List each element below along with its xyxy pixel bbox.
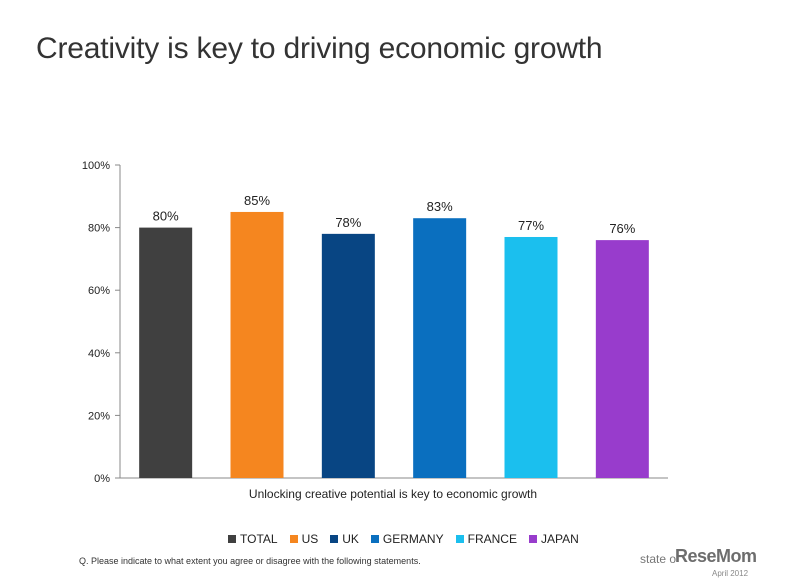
y-axis: 0% 20% 40% 60% 80% 100% — [82, 160, 668, 485]
legend: TOTAL US UK GERMANY FRANCE JAPAN — [228, 532, 579, 546]
bar-total — [139, 227, 193, 478]
legend-item-us: US — [289, 532, 319, 546]
legend-swatch — [228, 535, 236, 543]
legend-label: GERMANY — [382, 532, 444, 546]
legend-swatch — [289, 535, 298, 543]
bars-group — [139, 211, 649, 478]
legend-item-france: FRANCE — [455, 532, 517, 546]
legend-label: UK — [342, 532, 359, 546]
bar-chart: 0% 20% 40% 60% 80% 100% 80% 85% 78% 83% 77% 76% Un… — [82, 160, 668, 501]
data-label-total: 80% — [153, 209, 179, 224]
bar-japan — [595, 240, 649, 478]
y-tick-label: 60% — [88, 285, 110, 297]
legend-swatch — [528, 535, 537, 543]
legend-item-total: TOTAL — [228, 532, 278, 546]
legend-item-germany: GERMANY — [370, 532, 444, 546]
date-text: April 2012 — [712, 569, 749, 578]
legend-swatch — [370, 535, 379, 543]
watermark-logo: ReseMom — [675, 546, 757, 566]
y-tick-label: 80% — [88, 223, 110, 235]
legend-swatch — [330, 535, 339, 543]
chart-title: Creativity is key to driving economic gr… — [36, 32, 603, 65]
source-text: state o — [640, 552, 677, 566]
data-labels-group: 80% 85% 78% 83% 77% 76% — [153, 193, 636, 236]
data-label-uk: 78% — [335, 215, 361, 230]
legend-label: JAPAN — [540, 532, 579, 546]
footnote: Q. Please indicate to what extent you ag… — [79, 556, 421, 566]
data-label-japan: 76% — [609, 221, 635, 236]
y-tick-label: 20% — [88, 410, 110, 422]
legend-label: FRANCE — [467, 532, 517, 546]
data-label-germany: 83% — [427, 199, 453, 214]
legend-label: TOTAL — [240, 532, 278, 546]
legend-swatch — [455, 535, 464, 543]
legend-item-uk: UK — [330, 532, 359, 546]
legend-item-japan: JAPAN — [528, 532, 579, 546]
y-tick-label: 0% — [94, 473, 110, 485]
bar-us — [230, 211, 284, 478]
bar-uk — [321, 233, 375, 478]
x-axis-category-label: Unlocking creative potential is key to e… — [249, 487, 537, 501]
bar-france — [504, 236, 558, 478]
data-label-us: 85% — [244, 193, 270, 208]
bar-germany — [413, 218, 467, 478]
data-label-france: 77% — [518, 218, 544, 233]
legend-label: US — [301, 532, 319, 546]
y-tick-label: 100% — [82, 160, 110, 172]
y-tick-label: 40% — [88, 348, 110, 360]
